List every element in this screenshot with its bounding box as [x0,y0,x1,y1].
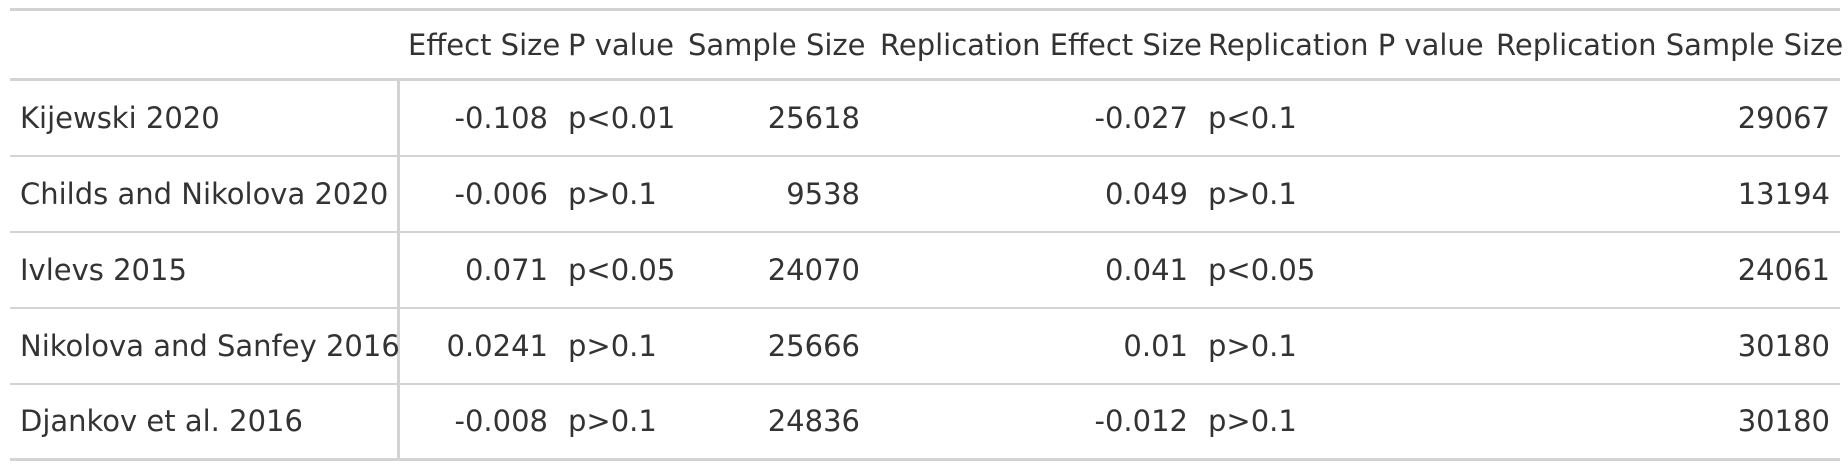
cell-sample-size: 25666 [678,307,870,385]
cell-replication-p-value: p<0.05 [1198,231,1486,309]
header-row: Effect Size P value Sample Size Replicat… [10,8,1843,81]
cell-effect-size: -0.008 [398,383,558,461]
cell-replication-effect-size: 0.01 [870,307,1198,385]
cell-p-value: p>0.1 [558,383,678,461]
cell-effect-size: 0.071 [398,231,558,309]
cell-replication-sample-size: 29067 [1486,79,1840,157]
table-row: Kijewski 2020 -0.108 p<0.01 25618 -0.027… [10,79,1840,157]
cell-replication-sample-size: 30180 [1486,307,1840,385]
cell-replication-effect-size: -0.027 [870,79,1198,157]
cell-p-value: p<0.05 [558,231,678,309]
row-study-label: Ivlevs 2015 [10,231,400,309]
row-study-label: Kijewski 2020 [10,79,400,157]
col-header-replication-effect-size: Replication Effect Size [870,8,1202,81]
cell-sample-size: 24836 [678,383,870,461]
cell-p-value: p>0.1 [558,307,678,385]
cell-effect-size: -0.108 [398,79,558,157]
col-header-effect-size: Effect Size [398,8,560,81]
cell-replication-effect-size: -0.012 [870,383,1198,461]
cell-replication-sample-size: 30180 [1486,383,1840,461]
cell-replication-p-value: p<0.1 [1198,79,1486,157]
table-row: Nikolova and Sanfey 2016 0.0241 p>0.1 25… [10,307,1840,385]
cell-replication-effect-size: 0.049 [870,155,1198,233]
cell-sample-size: 24070 [678,231,870,309]
row-study-label: Djankov et al. 2016 [10,383,400,461]
cell-p-value: p<0.01 [558,79,678,157]
cell-sample-size: 25618 [678,79,870,157]
cell-replication-p-value: p>0.1 [1198,383,1486,461]
cell-sample-size: 9538 [678,155,870,233]
cell-effect-size: -0.006 [398,155,558,233]
cell-replication-p-value: p>0.1 [1198,155,1486,233]
table-row: Childs and Nikolova 2020 -0.006 p>0.1 95… [10,155,1840,233]
cell-replication-effect-size: 0.041 [870,231,1198,309]
row-study-label: Childs and Nikolova 2020 [10,155,400,233]
cell-replication-sample-size: 24061 [1486,231,1840,309]
cell-replication-sample-size: 13194 [1486,155,1840,233]
col-header-p-value: P value [558,8,678,81]
col-header-replication-p-value: Replication P value [1198,8,1486,81]
table-row: Djankov et al. 2016 -0.008 p>0.1 24836 -… [10,383,1840,461]
col-header-replication-sample-size: Replication Sample Size [1486,8,1843,81]
row-study-label: Nikolova and Sanfey 2016 [10,307,400,385]
table-row: Ivlevs 2015 0.071 p<0.05 24070 0.041 p<0… [10,231,1840,309]
cell-p-value: p>0.1 [558,155,678,233]
cell-effect-size: 0.0241 [398,307,558,385]
results-table: Effect Size P value Sample Size Replicat… [10,8,1843,461]
cell-replication-p-value: p>0.1 [1198,307,1486,385]
col-header-sample-size: Sample Size [678,8,870,81]
stub-header [10,8,398,81]
